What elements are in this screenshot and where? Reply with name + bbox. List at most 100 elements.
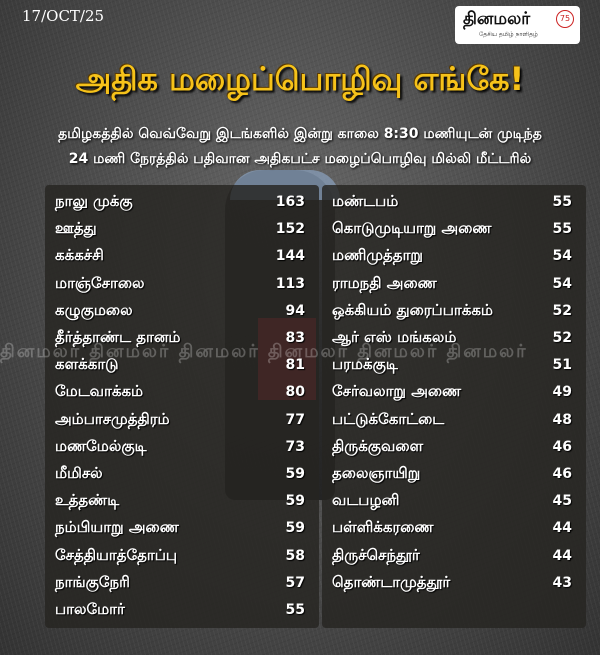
- place-name: தொண்டாமுத்தூர்: [332, 572, 451, 591]
- rainfall-row: ஒக்கியம் துரைப்பாக்கம் 52: [332, 298, 572, 324]
- rainfall-row: பள்ளிக்கரணை 44: [332, 515, 572, 541]
- rainfall-row: மணமேல்குடி 73: [55, 434, 305, 460]
- rainfall-mm: 51: [552, 357, 572, 374]
- place-name: கக்கச்சி: [55, 246, 104, 265]
- rainfall-mm: 54: [552, 248, 572, 265]
- rainfall-mm: 55: [552, 194, 572, 210]
- rainfall-mm: 48: [552, 411, 572, 428]
- place-name: ராமநதி அணை: [332, 273, 437, 292]
- rainfall-mm: 43: [552, 574, 572, 591]
- rainfall-row: உத்தண்டி 59: [55, 488, 305, 514]
- rainfall-mm: 59: [285, 493, 305, 510]
- place-name: மணமேல்குடி: [55, 436, 147, 455]
- rainfall-mm: 58: [285, 547, 305, 564]
- rainfall-row: பாலமோர் 55: [55, 597, 305, 623]
- place-name: திருச்செந்தூர்: [332, 545, 420, 564]
- rainfall-mm: 81: [285, 357, 305, 374]
- place-name: நாலு முக்கு: [55, 192, 133, 210]
- rainfall-row: மணிமுத்தாறு 54: [332, 243, 572, 269]
- rainfall-row: மேடவாக்கம் 80: [55, 379, 305, 405]
- place-name: மாஞ்சோலை: [55, 273, 145, 292]
- rainfall-mm: 52: [552, 302, 572, 319]
- place-name: தலைஞாயிறு: [332, 464, 421, 482]
- place-name: உத்தண்டி: [55, 491, 120, 510]
- logo-75-badge: 75: [556, 10, 574, 28]
- rainfall-mm: 144: [275, 248, 305, 265]
- rainfall-row: கொடுமுடியாறு அணை 55: [332, 216, 572, 242]
- rainfall-row: தலைஞாயிறு 46: [332, 461, 572, 487]
- place-name: நம்பியாறு அணை: [55, 518, 179, 537]
- rainfall-row: தொண்டாமுத்தூர் 43: [332, 570, 572, 596]
- rainfall-row: மண்டபம் 55: [332, 189, 572, 215]
- rainfall-row: திருக்குவளை 46: [332, 434, 572, 460]
- place-name: நாங்குநேரி: [55, 572, 130, 591]
- rainfall-row: ஆர் எஸ் மங்கலம் 52: [332, 325, 572, 351]
- place-name: கழுகுமலை: [55, 300, 133, 319]
- rainfall-mm: 45: [552, 493, 572, 510]
- rainfall-row: ராமநதி அணை 54: [332, 271, 572, 297]
- rainfall-row: நாலு முக்கு 163: [55, 189, 305, 215]
- rainfall-mm: 44: [552, 520, 572, 537]
- rainfall-mm: 52: [552, 330, 572, 346]
- place-name: ஊத்து: [55, 219, 97, 238]
- rainfall-row: அம்பாசமுத்திரம் 77: [55, 407, 305, 433]
- rainfall-mm: 83: [285, 330, 305, 346]
- place-name: களக்காடு: [55, 355, 119, 374]
- rainfall-row: வடபழனி 45: [332, 488, 572, 514]
- rainfall-row: நம்பியாறு அணை 59: [55, 515, 305, 541]
- rainfall-mm: 44: [552, 547, 572, 564]
- rainfall-row: மாஞ்சோலை 113: [55, 271, 305, 297]
- rainfall-mm: 163: [275, 194, 305, 210]
- page-title: அதிக மழைப்பொழிவு எங்கே!: [75, 60, 525, 98]
- rainfall-row: சேர்வலாறு அணை 49: [332, 379, 572, 405]
- rainfall-row: கக்கச்சி 144: [55, 243, 305, 269]
- rainfall-row: மீமிசல் 59: [55, 461, 305, 487]
- place-name: ஒக்கியம் துரைப்பாக்கம்: [332, 300, 493, 319]
- rainfall-row: ஊத்து 152: [55, 216, 305, 242]
- place-name: மணிமுத்தாறு: [332, 246, 423, 265]
- rainfall-row: பரமக்குடி 51: [332, 352, 572, 378]
- rainfall-mm: 49: [552, 384, 572, 401]
- rainfall-mm: 59: [285, 520, 305, 537]
- rainfall-row: கழுகுமலை 94: [55, 298, 305, 324]
- rainfall-mm: 55: [285, 602, 305, 618]
- place-name: பாலமோர்: [55, 600, 125, 618]
- rainfall-row: திருச்செந்தூர் 44: [332, 543, 572, 569]
- place-name: தீர்த்தாண்ட தானம்: [55, 328, 181, 346]
- rainfall-mm: 57: [285, 574, 305, 591]
- place-name: மண்டபம்: [332, 192, 399, 210]
- place-name: பட்டுக்கோட்டை: [332, 409, 445, 428]
- place-name: சேத்தியாத்தோப்பு: [55, 545, 178, 564]
- watermark: தினமலர் தினமலர் தினமலர் தினமலர் தினமலர் …: [0, 341, 528, 362]
- rainfall-mm: 77: [285, 411, 305, 428]
- place-name: மேடவாக்கம்: [55, 382, 144, 401]
- rainfall-mm: 55: [552, 221, 572, 238]
- rainfall-mm: 73: [285, 438, 305, 455]
- rainfall-row: தீர்த்தாண்ட தானம் 83: [55, 325, 305, 351]
- place-name: வடபழனி: [332, 491, 400, 510]
- rainfall-mm: 113: [275, 275, 305, 292]
- rainfall-list-right: மண்டபம் 55 கொடுமுடியாறு அணை 55 மணிமுத்தாறு 54…: [322, 185, 586, 628]
- rainfall-mm: 80: [285, 384, 305, 401]
- subtitle-line-1: தமிழகத்தில் வெவ்வேறு இடங்களில் இன்று கால…: [58, 126, 542, 142]
- rainfall-mm: 46: [552, 466, 572, 482]
- place-name: மீமிசல்: [55, 464, 103, 482]
- rainfall-mm: 59: [285, 466, 305, 482]
- logo-tagline: தேசிய தமிழ் நாளிதழ்: [479, 31, 538, 38]
- logo-name: தினமலர்: [463, 9, 531, 29]
- place-name: பள்ளிக்கரணை: [332, 518, 434, 537]
- rainfall-mm: 152: [275, 221, 305, 238]
- place-name: திருக்குவளை: [332, 436, 424, 455]
- rainfall-mm: 54: [552, 275, 572, 292]
- rainfall-row: பட்டுக்கோட்டை 48: [332, 407, 572, 433]
- rainfall-row: களக்காடு 81: [55, 352, 305, 378]
- rainfall-row: நாங்குநேரி 57: [55, 570, 305, 596]
- place-name: ஆர் எஸ் மங்கலம்: [332, 328, 457, 346]
- place-name: அம்பாசமுத்திரம்: [55, 409, 170, 428]
- subtitle-line-2: 24 மணி நேரத்தில் பதிவான அதிகபட்ச மழைப்பொ…: [68, 151, 532, 167]
- rainfall-mm: 46: [552, 438, 572, 455]
- place-name: கொடுமுடியாறு அணை: [332, 219, 492, 238]
- rainfall-mm: 94: [285, 302, 305, 319]
- rainfall-list-left: நாலு முக்கு 163 ஊத்து 152 கக்கச்சி 144 மாஞ்சோல…: [45, 185, 319, 628]
- place-name: பரமக்குடி: [332, 355, 398, 374]
